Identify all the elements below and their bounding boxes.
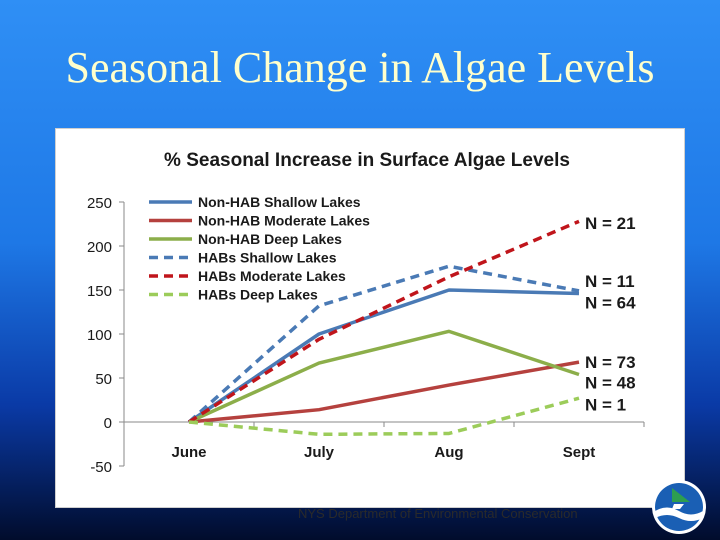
y-tick-label: 250 xyxy=(87,195,112,212)
y-tick-label: 100 xyxy=(87,327,112,344)
dec-logo-icon xyxy=(652,480,706,534)
series-line-5 xyxy=(188,396,580,437)
n-annotation: N = 1 xyxy=(585,395,626,414)
chart-panel: % Seasonal Increase in Surface Algae Lev… xyxy=(55,128,685,508)
legend-label: Non-HAB Deep Lakes xyxy=(198,231,342,247)
x-tick-label: July xyxy=(304,444,335,461)
y-tick-label: -50 xyxy=(90,459,112,476)
y-tick-label: 150 xyxy=(87,283,112,300)
legend: Non-HAB Shallow Lakes Non-HAB Moderate La… xyxy=(149,194,370,303)
n-annotation: N = 73 xyxy=(585,353,636,372)
x-tick-label: Sept xyxy=(563,444,596,461)
y-tick-label: 0 xyxy=(104,415,112,432)
series-line-3 xyxy=(187,264,580,424)
slide-title: Seasonal Change in Algae Levels xyxy=(65,43,655,92)
legend-label: HABs Shallow Lakes xyxy=(198,250,337,266)
series-line-1 xyxy=(188,360,580,424)
y-tick-label: 200 xyxy=(87,239,112,256)
legend-label: Non-HAB Moderate Lakes xyxy=(198,213,370,229)
footer-text: NYS Department of Environmental Conserva… xyxy=(298,506,578,521)
series-line-2 xyxy=(188,329,580,424)
series-line-4 xyxy=(188,219,580,424)
axes: 250 200 150 100 50 0 -50 June July Aug Sept xyxy=(87,195,645,476)
line-chart: % Seasonal Increase in Surface Algae Lev… xyxy=(87,150,645,476)
x-tick-label: June xyxy=(171,444,206,461)
legend-label: Non-HAB Shallow Lakes xyxy=(198,194,361,210)
series-group xyxy=(187,219,580,437)
chart-title: % Seasonal Increase in Surface Algae Lev… xyxy=(164,150,570,171)
n-annotation: N = 48 xyxy=(585,373,636,392)
n-annotation: N = 64 xyxy=(585,293,636,312)
annotations: N = 21 N = 11 N = 64 N = 73N = 48 N = 1 xyxy=(585,214,636,414)
n-annotation: N = 21 xyxy=(585,214,636,233)
x-tick-label: Aug xyxy=(434,444,463,461)
legend-label: HABs Deep Lakes xyxy=(198,287,318,303)
n-annotation: N = 11 xyxy=(585,272,635,291)
y-tick-label: 50 xyxy=(95,371,112,388)
legend-label: HABs Moderate Lakes xyxy=(198,268,346,284)
series-line-0 xyxy=(188,288,580,424)
